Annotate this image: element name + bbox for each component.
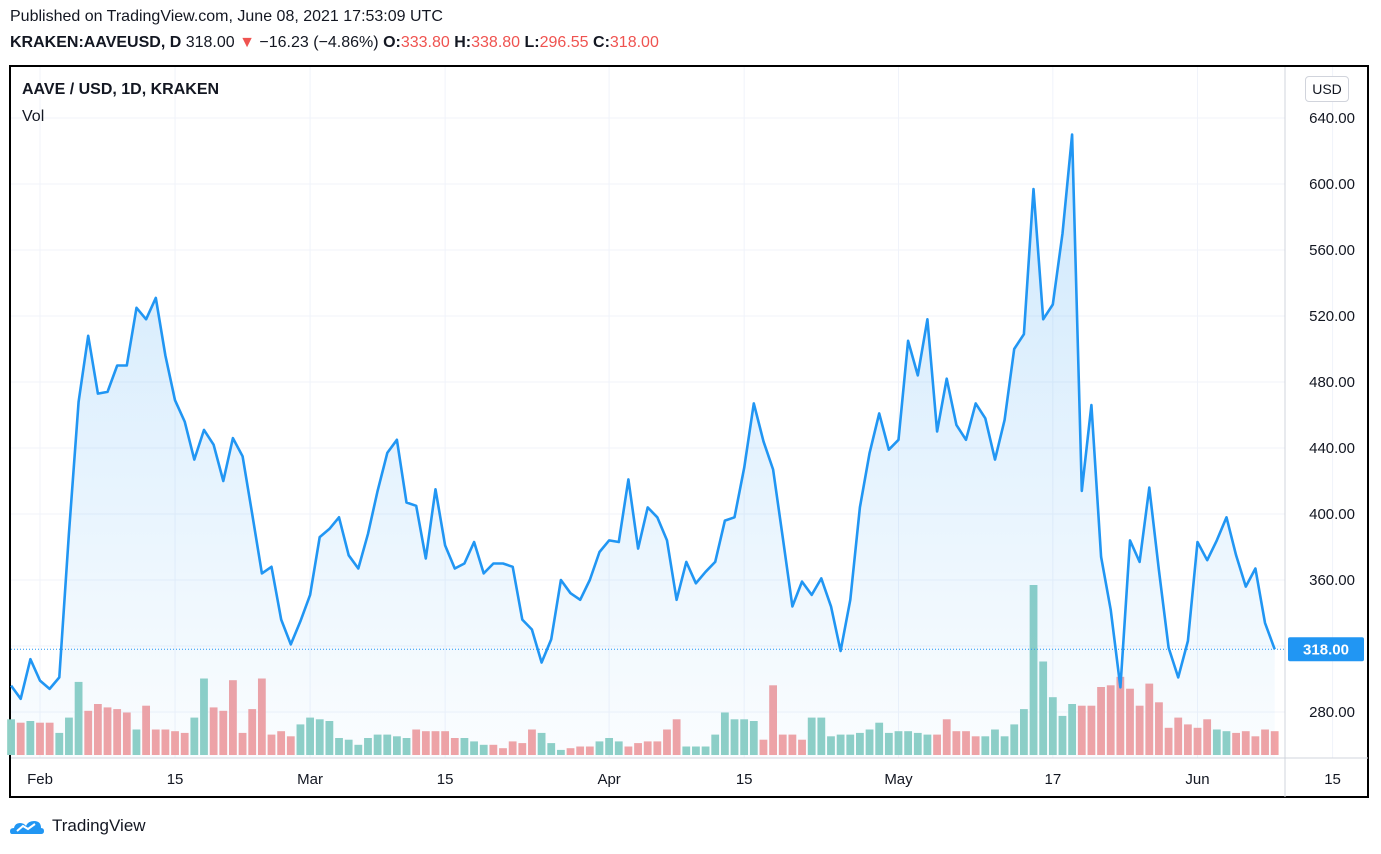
chart-frame bbox=[9, 65, 1369, 798]
chart-title: AAVE / USD, 1D, KRAKEN bbox=[22, 81, 220, 98]
open-label: O: bbox=[383, 34, 401, 51]
chart-axes bbox=[11, 67, 1368, 797]
low-label: L: bbox=[524, 34, 540, 51]
price-change: −16.23 (−4.86%) bbox=[259, 34, 379, 51]
last-price-box bbox=[1288, 637, 1364, 662]
y-tick-label: 480.00 bbox=[1309, 374, 1355, 391]
close-label: C: bbox=[593, 34, 610, 51]
symbol-label: KRAKEN:AAVEUSD, D bbox=[10, 34, 182, 51]
price-area bbox=[11, 134, 1275, 758]
x-tick-label: Mar bbox=[297, 771, 323, 788]
y-tick-label: 280.00 bbox=[1309, 704, 1355, 721]
x-tick-label: Jun bbox=[1185, 771, 1209, 788]
currency-button[interactable]: USD bbox=[1305, 76, 1349, 102]
y-tick-label: 520.00 bbox=[1309, 308, 1355, 325]
tradingview-logo[interactable]: TradingView bbox=[8, 815, 146, 837]
y-axis-labels: 280.00 360.00 400.00 440.00 480.00 520.00 560.… bbox=[1309, 110, 1355, 721]
price-line bbox=[10, 133, 1276, 701]
y-tick-label: 600.00 bbox=[1309, 176, 1355, 193]
x-tick-label: 17 bbox=[1044, 771, 1061, 788]
x-tick-label: May bbox=[884, 771, 913, 788]
tradingview-logo-icon bbox=[10, 821, 44, 834]
x-tick-label: 15 bbox=[437, 771, 454, 788]
y-tick-label: 560.00 bbox=[1309, 242, 1355, 259]
published-note: Published on TradingView.com, June 08, 2… bbox=[10, 8, 443, 25]
last-price-marker: 318.00 bbox=[1288, 637, 1364, 662]
down-arrow-icon: ▼ bbox=[239, 34, 255, 51]
volume-bar bbox=[7, 719, 15, 755]
low-value: 296.55 bbox=[539, 34, 589, 51]
x-tick-label: 15 bbox=[167, 771, 184, 788]
last-price-tag: 318.00 bbox=[1303, 641, 1349, 658]
x-tick-label: Apr bbox=[597, 771, 620, 788]
close-value: 318.00 bbox=[609, 34, 659, 51]
brand-name: TradingView bbox=[52, 816, 146, 835]
high-value: 338.80 bbox=[471, 34, 521, 51]
y-tick-label: 400.00 bbox=[1309, 506, 1355, 523]
volume-label: Vol bbox=[22, 108, 45, 125]
open-value: 333.80 bbox=[400, 34, 450, 51]
quote-bar: KRAKEN:AAVEUSD, D 318.00 ▼ −16.23 (−4.86… bbox=[10, 34, 659, 52]
x-axis-labels: Feb 15 Mar 15 Apr 15 May 17 Jun 15 bbox=[27, 771, 1341, 788]
y-tick-label: 360.00 bbox=[1309, 572, 1355, 589]
last-price: 318.00 bbox=[185, 34, 235, 51]
x-tick-label: 15 bbox=[736, 771, 753, 788]
y-tick-label: 440.00 bbox=[1309, 440, 1355, 457]
x-tick-label: 15 bbox=[1324, 771, 1341, 788]
y-tick-label: 640.00 bbox=[1309, 110, 1355, 127]
x-tick-label: Feb bbox=[27, 771, 53, 788]
high-label: H: bbox=[454, 34, 472, 51]
